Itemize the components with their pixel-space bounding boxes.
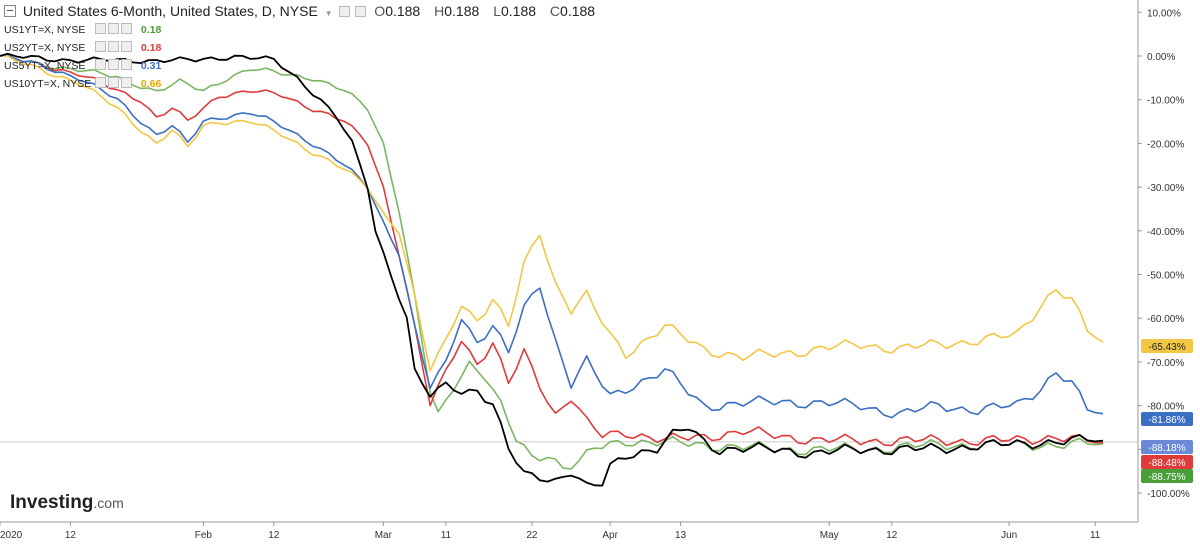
- series-line: [0, 52, 1104, 487]
- visibility-icon[interactable]: [338, 6, 350, 17]
- last-price-badge: [1141, 469, 1193, 483]
- last-price-badge: [1141, 440, 1193, 454]
- y-tick-label: -30.00%: [1147, 183, 1184, 194]
- compare-symbol: US2YT=X, NYSE: [4, 42, 86, 54]
- x-tick-label: 2020: [0, 530, 23, 541]
- series-line: [0, 54, 1104, 470]
- last-price-label: -65.43%: [1148, 342, 1185, 353]
- high-value: 0.188: [444, 3, 480, 19]
- x-tick-label: 22: [526, 530, 538, 541]
- last-price-label: -88.18%: [1148, 443, 1185, 454]
- low-value: 0.188: [500, 3, 537, 19]
- compare-series-us5y[interactable]: US5YT=X, NYSE 0.31: [4, 59, 161, 72]
- x-tick-label: 12: [886, 530, 898, 541]
- settings-icon[interactable]: [355, 6, 367, 17]
- compare-value: 0.18: [140, 42, 162, 54]
- compare-value: 0.31: [140, 60, 162, 72]
- y-tick-label: -60.00%: [1147, 314, 1184, 325]
- y-tick-label: 10.00%: [1147, 8, 1181, 19]
- compare-series-us1y[interactable]: US1YT=X, NYSE 0.18: [4, 23, 161, 36]
- visibility-icon[interactable]: [94, 59, 106, 70]
- close-label: C: [549, 3, 561, 19]
- x-tick-label: 12: [268, 530, 280, 541]
- y-tick-label: -80.00%: [1147, 402, 1184, 413]
- logo-brand: Investing: [10, 492, 94, 513]
- last-price-label: -88.75%: [1148, 472, 1185, 483]
- last-price-label: -88.48%: [1148, 458, 1185, 469]
- last-price-badge: [1141, 455, 1193, 469]
- compare-series-us10y[interactable]: US10YT=X, NYSE 0.66: [4, 77, 161, 90]
- investing-logo: Investing.com: [10, 492, 124, 514]
- low-label: L: [493, 3, 501, 19]
- close-icon[interactable]: [120, 77, 132, 88]
- open-label: O: [374, 3, 386, 19]
- y-tick-label: -70.00%: [1147, 358, 1184, 369]
- y-tick-label: 0.00%: [1147, 52, 1175, 63]
- y-tick-label: -10.00%: [1147, 96, 1184, 107]
- compare-symbol: US1YT=X, NYSE: [4, 24, 86, 36]
- collapse-icon[interactable]: [4, 5, 16, 17]
- visibility-icon[interactable]: [94, 41, 106, 52]
- x-tick-label: 11: [441, 530, 452, 541]
- close-icon[interactable]: [120, 23, 132, 34]
- visibility-icon[interactable]: [94, 23, 106, 34]
- x-tick-label: Apr: [602, 530, 618, 541]
- logo-suffix: .com: [93, 495, 124, 511]
- compare-value: 0.18: [140, 24, 162, 36]
- compare-value: 0.66: [140, 78, 162, 90]
- open-value: 0.188: [385, 3, 421, 19]
- x-tick-label: 11: [1090, 530, 1101, 541]
- close-icon[interactable]: [120, 59, 132, 70]
- high-label: H: [434, 3, 445, 19]
- settings-icon[interactable]: [107, 77, 119, 88]
- visibility-icon[interactable]: [94, 77, 106, 88]
- close-value: 0.188: [560, 3, 596, 19]
- last-price-badge: [1141, 339, 1193, 353]
- settings-icon[interactable]: [107, 23, 119, 34]
- settings-icon[interactable]: [107, 41, 119, 52]
- series-line: [0, 54, 1103, 447]
- x-tick-label: May: [820, 530, 839, 541]
- close-icon[interactable]: [120, 41, 132, 52]
- last-price-label: -81.86%: [1148, 415, 1185, 426]
- x-tick-label: Jun: [1001, 530, 1017, 541]
- last-price-badge: [1141, 412, 1193, 426]
- y-tick-label: -100.00%: [1147, 489, 1190, 500]
- x-tick-label: Feb: [195, 530, 213, 541]
- settings-icon[interactable]: [107, 59, 119, 70]
- chart-header: United States 6-Month, United States, D,…: [4, 3, 601, 19]
- compare-series-us2y[interactable]: US2YT=X, NYSE 0.18: [4, 41, 161, 54]
- x-tick-label: Mar: [375, 530, 393, 541]
- main-series-title: United States 6-Month, United States, D,…: [22, 3, 318, 19]
- series-line: [0, 55, 1104, 372]
- compare-symbol: US5YT=X, NYSE: [4, 60, 86, 72]
- series-line: [0, 54, 1104, 419]
- x-tick-label: 12: [65, 530, 77, 541]
- y-tick-label: -50.00%: [1147, 271, 1184, 282]
- compare-symbol: US10YT=X, NYSE: [4, 78, 92, 90]
- y-tick-label: -40.00%: [1147, 227, 1184, 238]
- x-tick-label: 13: [675, 530, 687, 541]
- y-tick-label: -20.00%: [1147, 139, 1184, 150]
- chevron-down-icon[interactable]: ▼: [324, 9, 333, 18]
